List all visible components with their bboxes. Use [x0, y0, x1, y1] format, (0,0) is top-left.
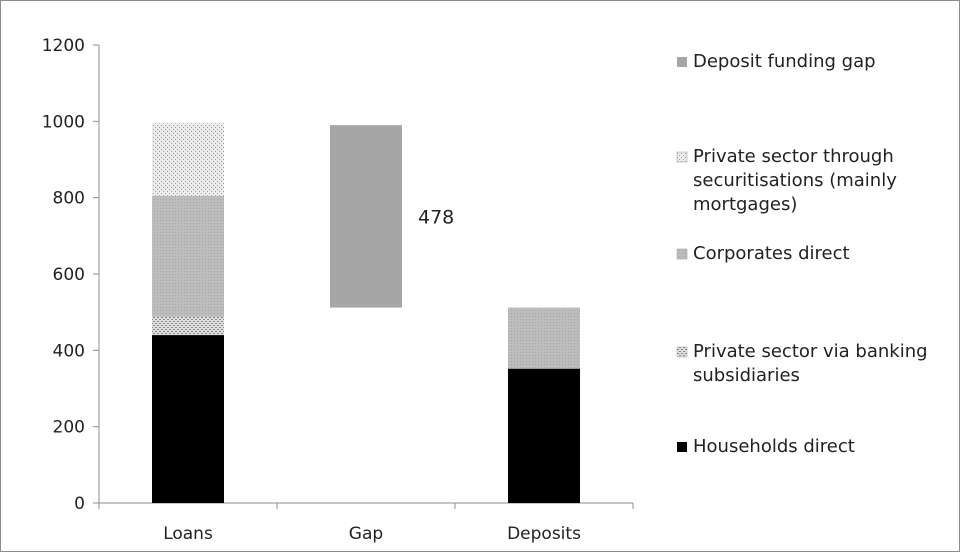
legend-entry: Households direct — [677, 436, 855, 457]
data-label: 478 — [418, 206, 454, 228]
legend-label: Households direct — [693, 436, 855, 457]
legend: Deposit funding gap Private sector throug… — [676, 51, 928, 457]
bar-segment — [152, 123, 224, 196]
legend-label: Private sector through — [693, 146, 894, 167]
legend-swatch — [676, 248, 688, 260]
x-tick-label: Loans — [163, 524, 213, 544]
bar-segment — [508, 307, 580, 369]
y-tick-label: 1000 — [42, 112, 85, 132]
y-tick-label: 600 — [53, 265, 85, 285]
legend-swatch — [676, 151, 688, 163]
legend-label: mortgages) — [693, 194, 797, 215]
x-tick-label: Gap — [349, 524, 383, 544]
annotations: 478 — [418, 206, 454, 228]
legend-swatch — [677, 442, 687, 452]
legend-entry: Corporates direct — [676, 243, 850, 264]
legend-label: Deposit funding gap — [693, 51, 876, 72]
y-tick-label: 0 — [74, 494, 85, 514]
legend-label: securitisations (mainly — [693, 170, 897, 191]
y-tick-label: 200 — [53, 418, 85, 438]
x-tick-label: Deposits — [507, 524, 581, 544]
y-tick-label: 400 — [53, 341, 85, 361]
legend-swatch — [676, 346, 688, 358]
bar-segment — [152, 335, 224, 503]
legend-entry: Deposit funding gap — [677, 51, 876, 72]
legend-label: Private sector via banking — [693, 341, 928, 362]
bar-segment — [330, 125, 402, 308]
bar-segment — [508, 368, 580, 503]
legend-label: subsidiaries — [693, 365, 800, 386]
bars — [152, 123, 580, 503]
legend-swatch — [677, 57, 687, 67]
y-tick-label: 800 — [53, 189, 85, 209]
bar-segment — [152, 195, 224, 317]
bar-segment — [152, 316, 224, 336]
legend-entry: Private sector through securitisations (m… — [676, 146, 897, 215]
axes: 0 200 400 600 800 1000 1200 Loans Gap Deposits — [42, 36, 634, 544]
legend-label: Corporates direct — [693, 243, 850, 264]
legend-entry: Private sector via banking subsidiaries — [676, 341, 928, 386]
y-tick-label: 1200 — [42, 36, 85, 56]
